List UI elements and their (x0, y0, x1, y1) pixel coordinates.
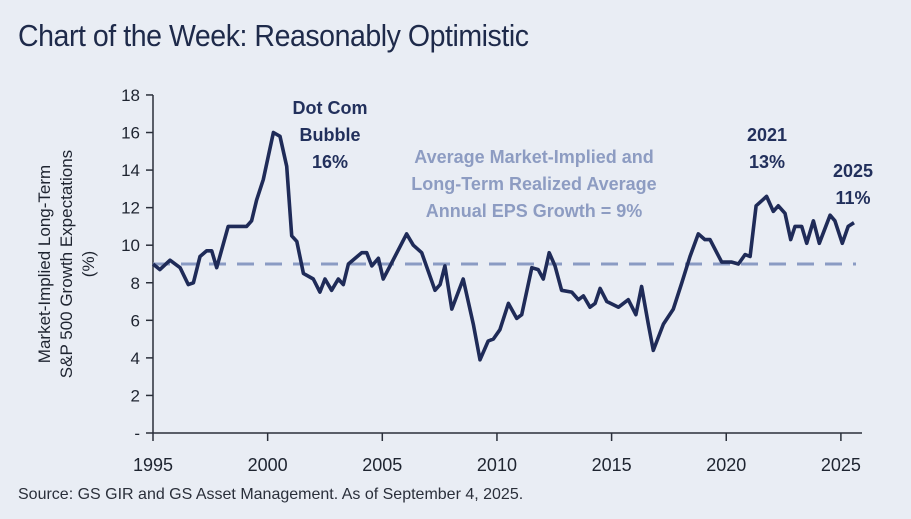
y-tick-label: 10 (121, 236, 140, 255)
annotation-dot-com: Dot Com Bubble 16% (293, 98, 368, 172)
y-axis-label-line-3: (%) (79, 251, 98, 277)
y-tick-label: 4 (131, 349, 140, 368)
annotation-dot-com-line-2: Bubble (300, 125, 361, 145)
annotation-2025-line-1: 2025 (833, 161, 873, 181)
x-tick-label: 2005 (362, 455, 402, 475)
y-axis-label-line-1: Market-Implied Long-Term (35, 165, 54, 363)
x-tick-label: 1995 (133, 455, 173, 475)
annotation-2021-line-2: 13% (749, 152, 785, 172)
y-axis-label-line-2: S&P 500 Growth Expectations (57, 150, 76, 378)
y-tick-label: - (134, 424, 140, 443)
source-note: Source: GS GIR and GS Asset Management. … (18, 486, 524, 503)
x-tick-label: 2015 (592, 455, 632, 475)
annotation-average-line-2: Long-Term Realized Average (411, 174, 656, 194)
annotation-dot-com-line-3: 16% (312, 152, 348, 172)
y-tick-label: 8 (131, 274, 140, 293)
chart-title: Chart of the Week: Reasonably Optimistic (18, 18, 529, 53)
x-tick-label: 2025 (821, 455, 861, 475)
y-tick-label: 2 (131, 386, 140, 405)
annotation-average: Average Market-Implied and Long-Term Rea… (411, 147, 656, 221)
annotation-2021-line-1: 2021 (747, 125, 787, 145)
y-tick-label: 14 (121, 161, 140, 180)
y-axis-label: Market-Implied Long-Term S&P 500 Growth … (35, 150, 98, 378)
y-tick-label: 16 (121, 124, 140, 143)
annotation-2025-line-2: 11% (835, 188, 870, 208)
x-tick-label: 2020 (706, 455, 746, 475)
annotation-2021: 2021 13% (747, 125, 787, 172)
annotation-average-line-1: Average Market-Implied and (414, 147, 653, 167)
y-tick-label: 12 (121, 199, 140, 218)
x-tick-label: 2000 (248, 455, 288, 475)
annotation-dot-com-line-1: Dot Com (293, 98, 368, 118)
series-line (151, 130, 855, 362)
annotation-average-line-3: Annual EPS Growth = 9% (426, 201, 643, 221)
y-tick-label: 18 (121, 86, 140, 105)
x-tick-label: 2010 (477, 455, 517, 475)
annotation-2025: 2025 11% (833, 161, 873, 208)
y-tick-label: 6 (131, 311, 140, 330)
